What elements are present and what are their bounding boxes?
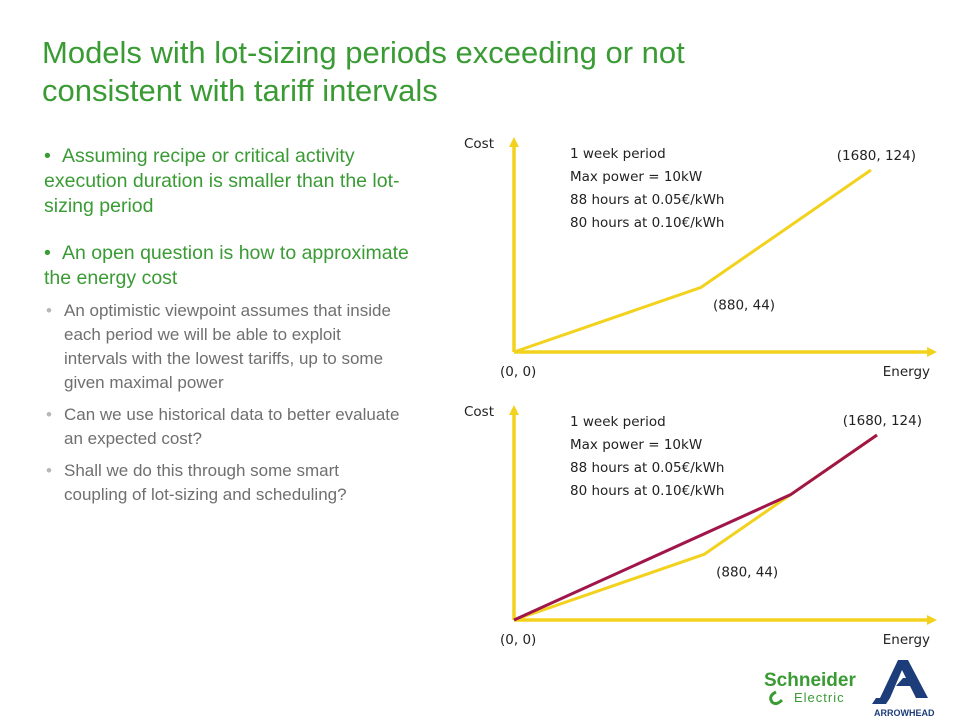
info-line: 1 week period [570,146,666,162]
point-label-breakpoint: (880, 44) [716,564,778,580]
cost-curve [513,168,872,354]
sub-bullet-text: Can we use historical data to better eva… [64,405,400,448]
y-axis-label: Cost [464,404,494,420]
schneider-electric-logo: Schneider Electric [764,670,856,706]
y-axis-label: Cost [464,136,494,152]
info-line: 1 week period [570,414,666,430]
chart-bottom: Cost Energy (0, 0) (880, 44) (1680, 124) 1 we… [464,404,937,648]
sub-bullet-marker: • [46,301,52,320]
sub-bullet-text: An optimistic viewpoint assumes that ins… [64,301,391,392]
slide-title: Models with lot-sizing periods exceeding… [42,34,922,110]
info-line: 80 hours at 0.10€/kWh [570,483,725,499]
bullet-list: • Assuming recipe or critical activity ex… [44,144,414,515]
info-line: 88 hours at 0.05€/kWh [570,460,725,476]
arrowhead-icon [880,660,928,698]
point-label-origin: (0, 0) [500,632,536,648]
arrowhead-base-icon [872,698,890,704]
sub-bullet-text: Shall we do this through some smart coup… [64,461,347,504]
info-line: 80 hours at 0.10€/kWh [570,215,725,231]
bullet-text: Assuming recipe or critical activity exe… [44,145,400,217]
bullet-text: An open question is how to approximate t… [44,242,409,289]
info-line: Max power = 10kW [570,169,702,185]
schneider-swirl-icon [769,690,784,706]
x-axis-label: Energy [883,632,930,648]
schneider-logo-line-2: Electric [794,690,845,705]
sub-bullet-coupling: • Shall we do this through some smart cou… [44,459,404,507]
sub-bullet-marker: • [46,461,52,480]
chart-top: Cost Energy (0, 0) (880, 44) (1680, 124) 1 we… [464,136,937,380]
arrowhead-logo: ARROWHEAD [872,660,935,718]
sub-bullet-marker: • [46,405,52,424]
bullet-marker: • [44,242,51,264]
point-label-end: (1680, 124) [837,148,916,164]
sub-bullet-optimistic: • An optimistic viewpoint assumes that in… [44,299,404,395]
logo-area: Schneider Electric ARROWHEAD [764,660,935,718]
slide-title-line-1: Models with lot-sizing periods exceeding… [42,35,685,70]
point-label-end: (1680, 124) [843,413,922,429]
point-label-breakpoint: (880, 44) [713,297,775,313]
bullet-assuming: • Assuming recipe or critical activity ex… [44,144,414,219]
alternative-cost-curve [513,433,878,622]
arrowhead-logo-text: ARROWHEAD [874,708,935,718]
info-line: Max power = 10kW [570,437,702,453]
sub-bullet-historical: • Can we use historical data to better ev… [44,403,404,451]
x-axis-label: Energy [883,364,930,380]
energy-cost-diagrams: Cost Energy (0, 0) (880, 44) (1680, 124) 1 we… [464,136,937,648]
schneider-logo-line-1: Schneider [764,670,856,691]
slide-title-line-2: consistent with tariff intervals [42,73,438,108]
point-label-origin: (0, 0) [500,364,536,380]
bullet-marker: • [44,145,51,167]
info-line: 88 hours at 0.05€/kWh [570,192,725,208]
bullet-open-question: • An open question is how to approximate … [44,241,414,291]
